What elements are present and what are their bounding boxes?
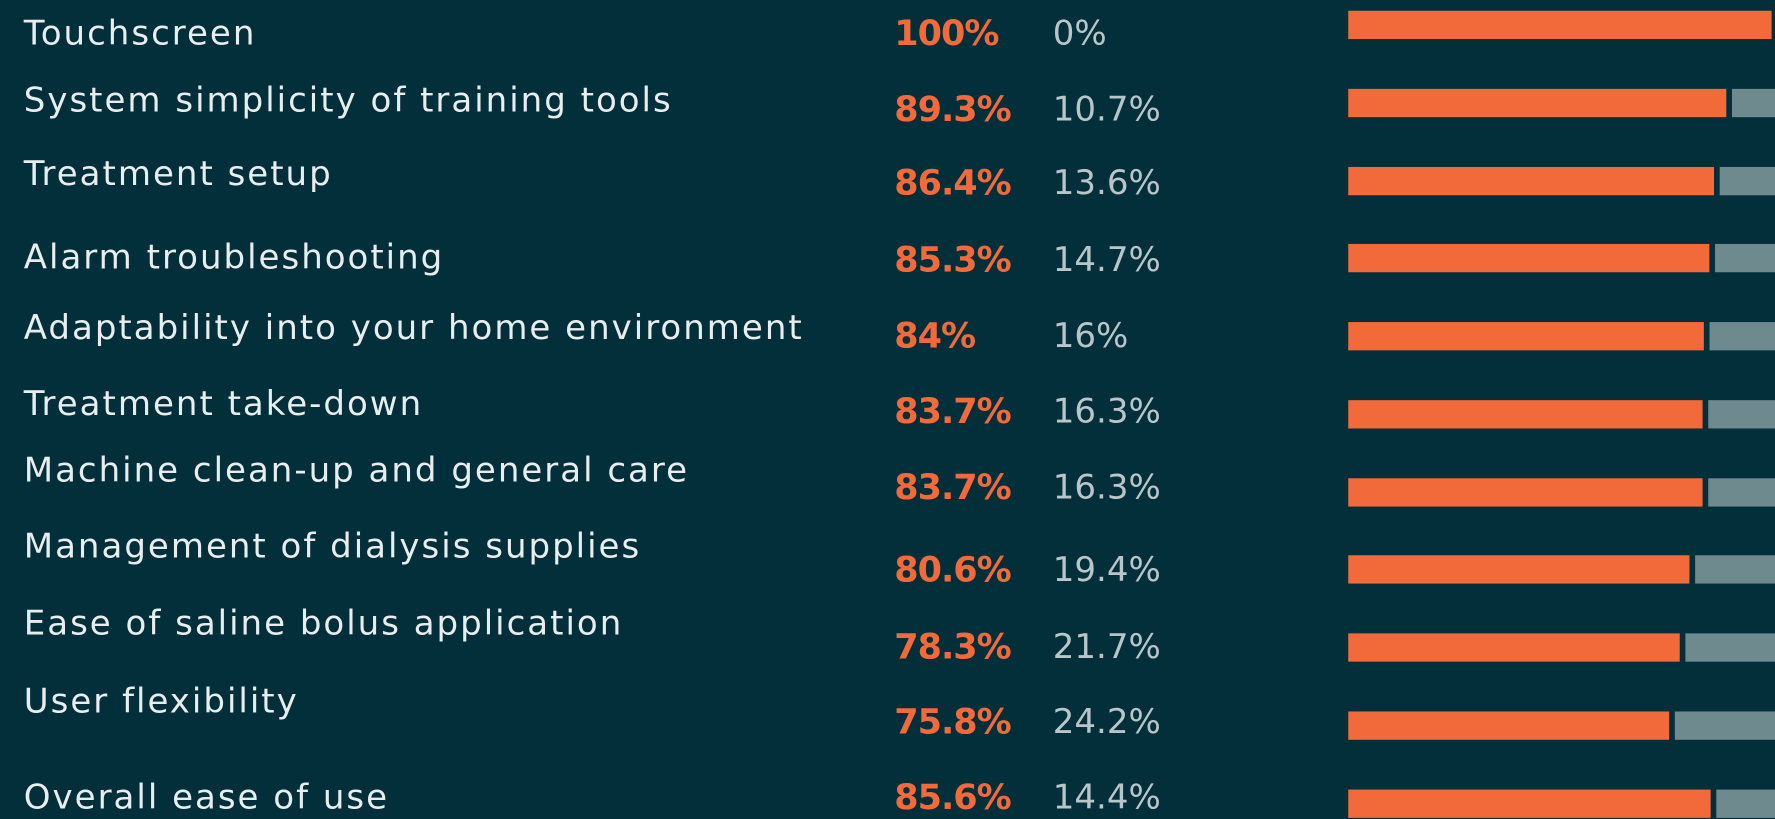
bar-segment [1716,789,1775,818]
bar-segment [1674,711,1775,740]
value-label: 86.4% [894,164,1010,204]
value-label: 85.6% [894,778,1010,818]
category-label: Treatment take-down [23,384,423,424]
value-label: 13.6% [1053,163,1161,203]
value-label: 0% [1053,14,1107,54]
value-label: 19.4% [1053,550,1161,590]
value-label: 24.2% [1053,702,1161,742]
value-label: 83.7% [894,468,1010,508]
bar-segment [1348,789,1711,818]
category-label: User flexibility [24,681,299,721]
value-label: 85.3% [894,240,1010,280]
bar-segment [1348,243,1710,273]
bar-segment [1731,88,1775,118]
value-label: 78.3% [894,628,1010,668]
value-label: 80.6% [894,551,1010,591]
bar-segment [1348,10,1772,40]
bar-segment [1348,322,1704,351]
value-label: 84% [894,316,975,356]
bar-segment [1719,166,1775,196]
value-label: 83.7% [894,392,1010,432]
bar-segment [1695,555,1775,584]
category-label: Touchscreen [23,14,257,54]
value-label: 21.7% [1053,627,1161,667]
value-label: 10.7% [1053,89,1161,129]
category-label: Treatment setup [23,154,333,194]
value-label: 16.3% [1053,392,1161,432]
bar-segment [1348,633,1680,662]
bar-segment [1715,243,1775,273]
bar-segment [1348,166,1715,196]
bar-segment [1709,322,1775,351]
value-label: 14.4% [1053,778,1161,818]
value-label: 16.3% [1053,468,1161,508]
category-label: Adaptability into your home environment [24,308,804,348]
bar-segment [1348,400,1703,429]
value-label: 75.8% [894,702,1010,742]
bar-segment [1348,478,1703,507]
bar-segment [1685,633,1775,662]
value-label: 14.7% [1053,240,1161,280]
bar-segment [1708,478,1775,507]
category-label: Alarm troubleshooting [24,238,444,278]
category-label: System simplicity of training tools [24,80,673,120]
category-label: Overall ease of use [24,778,389,818]
category-label: Ease of saline bolus application [24,603,624,643]
value-label: 16% [1053,316,1129,356]
bar-segment [1708,400,1775,429]
bar-segment [1348,711,1670,740]
value-label: 100% [894,14,998,54]
value-label: 89.3% [894,90,1010,130]
bar-segment [1348,88,1727,118]
category-label: Machine clean-up and general care [24,451,689,491]
category-label: Management of dialysis supplies [24,526,641,566]
bar-segment [1348,555,1690,584]
